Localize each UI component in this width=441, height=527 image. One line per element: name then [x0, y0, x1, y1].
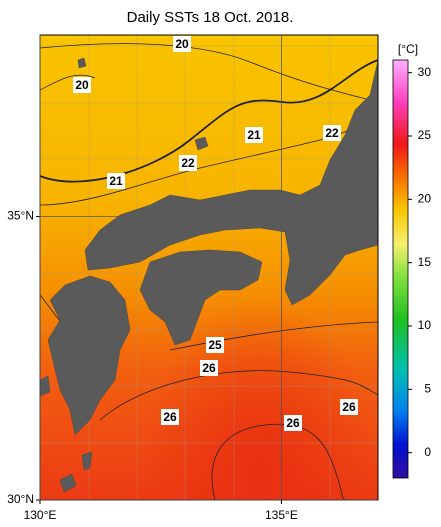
- colorbar-tick-label: 0: [424, 445, 431, 459]
- colorbar-tick-label: 30: [418, 65, 432, 79]
- colorbar-tick-label: 25: [418, 128, 432, 142]
- contour-label: 20: [175, 37, 189, 51]
- contour-label-box: [161, 409, 179, 425]
- map-area: [40, 35, 378, 500]
- contour-label: 22: [325, 126, 339, 140]
- lat-tick-label: 30°N: [7, 492, 34, 506]
- colorbar-tick-label: 15: [418, 255, 432, 269]
- map-title: Daily SSTs 18 Oct. 2018.: [127, 9, 294, 26]
- colorbar-unit: [°C]: [398, 42, 418, 56]
- contour-label-box: [245, 127, 263, 143]
- colorbar-tick-label: 20: [418, 192, 432, 206]
- colorbar-tick-label: 10: [418, 318, 432, 332]
- land: [40, 57, 378, 493]
- contour-label-box: [73, 77, 91, 93]
- colorbar: [392, 59, 409, 479]
- contour-label: 26: [202, 361, 216, 375]
- contour-label-box: [206, 337, 224, 353]
- contour-label-box: [200, 360, 218, 376]
- contour-label: 21: [109, 174, 123, 188]
- minor-grid: [40, 35, 378, 500]
- contour-label-box: [340, 399, 358, 415]
- lat-tick-label: 35°N: [7, 209, 34, 223]
- contour-label: 20: [75, 78, 89, 92]
- contour-label-box: [323, 125, 341, 141]
- contour-label: 25: [208, 338, 222, 352]
- contour-label: 26: [286, 416, 300, 430]
- contour-label-box: [179, 155, 197, 171]
- contour-label: 21: [247, 128, 261, 142]
- colorbar-tick-label: 5: [424, 382, 431, 396]
- contour-label-box: [173, 36, 191, 52]
- contour-label: 22: [181, 156, 195, 170]
- contour-label: 26: [163, 410, 177, 424]
- lon-tick-label: 135°E: [265, 508, 298, 522]
- contour-label-box: [107, 173, 125, 189]
- contour-label-box: [284, 415, 302, 431]
- contour-label: 26: [342, 400, 356, 414]
- lon-tick-label: 130°E: [24, 508, 57, 522]
